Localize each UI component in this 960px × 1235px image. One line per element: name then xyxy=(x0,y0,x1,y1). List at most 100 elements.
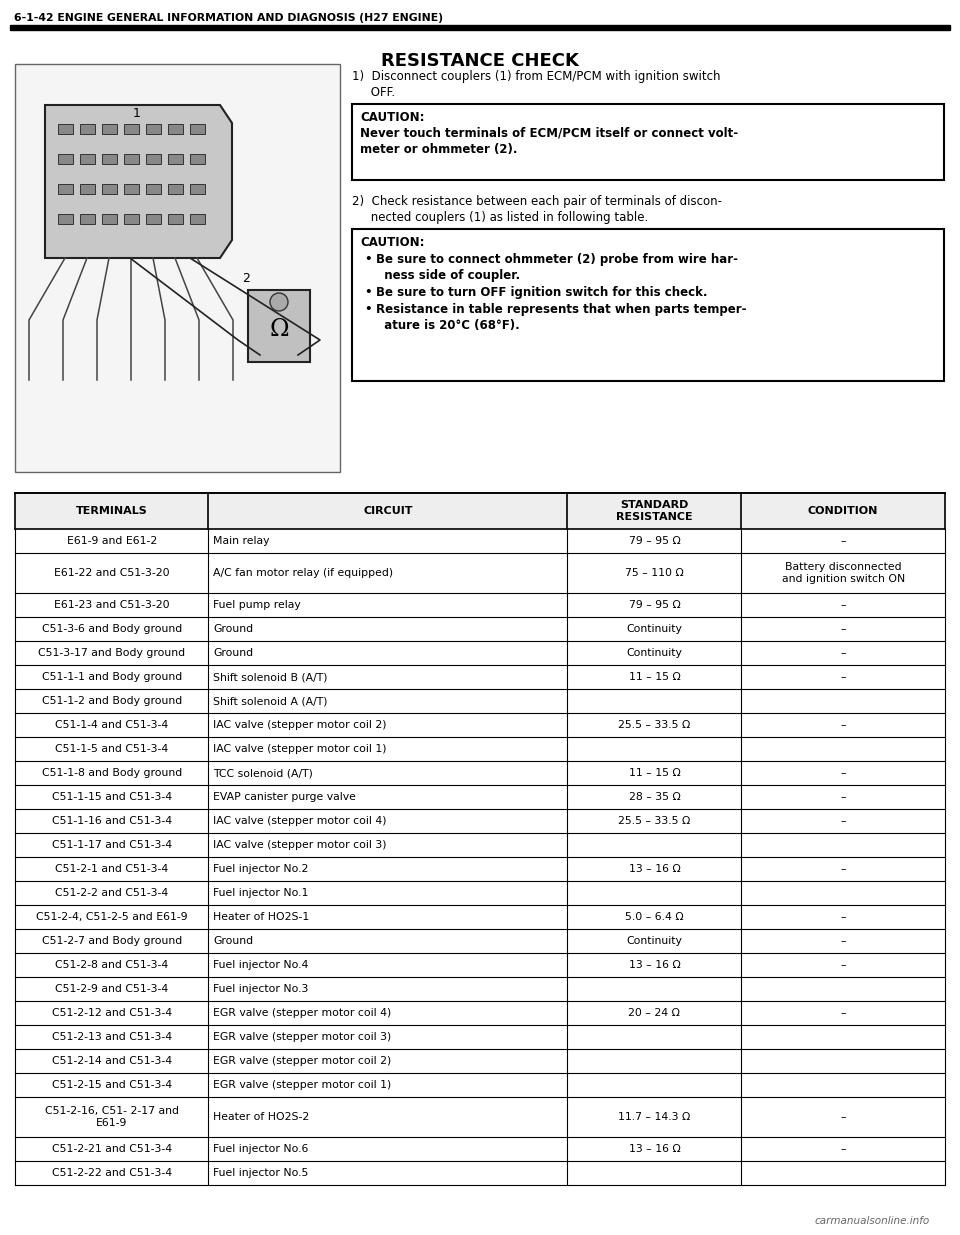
Text: C51-1-17 and C51-3-4: C51-1-17 and C51-3-4 xyxy=(52,840,172,850)
Text: •: • xyxy=(364,253,372,266)
Text: Shift solenoid B (A/T): Shift solenoid B (A/T) xyxy=(213,672,328,682)
Text: Fuel injector No.1: Fuel injector No.1 xyxy=(213,888,309,898)
Text: C51-2-13 and C51-3-4: C51-2-13 and C51-3-4 xyxy=(52,1032,172,1042)
Text: Ground: Ground xyxy=(213,624,253,634)
Text: Ground: Ground xyxy=(213,648,253,658)
Bar xyxy=(15,553,945,593)
Bar xyxy=(146,154,161,164)
Text: Fuel pump relay: Fuel pump relay xyxy=(213,600,301,610)
Text: Heater of HO2S-2: Heater of HO2S-2 xyxy=(213,1112,310,1123)
Bar xyxy=(15,809,945,832)
Text: C51-2-22 and C51-3-4: C51-2-22 and C51-3-4 xyxy=(52,1168,172,1178)
Bar xyxy=(58,124,73,135)
Text: 11 – 15 Ω: 11 – 15 Ω xyxy=(629,768,681,778)
Text: –: – xyxy=(840,960,846,969)
Text: EVAP canister purge valve: EVAP canister purge valve xyxy=(213,792,356,802)
Text: C51-1-4 and C51-3-4: C51-1-4 and C51-3-4 xyxy=(55,720,168,730)
Text: –: – xyxy=(840,911,846,923)
Text: CONDITION: CONDITION xyxy=(808,506,878,516)
Bar xyxy=(80,154,95,164)
Bar xyxy=(146,184,161,194)
Bar xyxy=(248,290,310,362)
Text: Main relay: Main relay xyxy=(213,536,270,546)
Text: EGR valve (stepper motor coil 2): EGR valve (stepper motor coil 2) xyxy=(213,1056,392,1066)
Bar xyxy=(15,529,945,553)
Text: C51-2-9 and C51-3-4: C51-2-9 and C51-3-4 xyxy=(55,984,168,994)
Bar xyxy=(15,1025,945,1049)
Text: C51-2-4, C51-2-5 and E61-9: C51-2-4, C51-2-5 and E61-9 xyxy=(36,911,187,923)
Text: –: – xyxy=(840,648,846,658)
Bar xyxy=(10,25,950,30)
Text: 2: 2 xyxy=(242,272,250,285)
Bar xyxy=(168,214,183,224)
Bar xyxy=(15,689,945,713)
Text: C51-1-2 and Body ground: C51-1-2 and Body ground xyxy=(41,697,181,706)
Text: –: – xyxy=(840,768,846,778)
Text: 25.5 – 33.5 Ω: 25.5 – 33.5 Ω xyxy=(618,720,690,730)
Text: 1: 1 xyxy=(133,107,141,120)
Text: C51-2-1 and C51-3-4: C51-2-1 and C51-3-4 xyxy=(55,864,168,874)
Text: –: – xyxy=(840,536,846,546)
Text: 79 – 95 Ω: 79 – 95 Ω xyxy=(629,536,681,546)
Text: 25.5 – 33.5 Ω: 25.5 – 33.5 Ω xyxy=(618,816,690,826)
Text: IAC valve (stepper motor coil 3): IAC valve (stepper motor coil 3) xyxy=(213,840,387,850)
Bar xyxy=(146,124,161,135)
Bar xyxy=(15,713,945,737)
Text: C51-2-8 and C51-3-4: C51-2-8 and C51-3-4 xyxy=(55,960,168,969)
Text: –: – xyxy=(840,1008,846,1018)
Text: –: – xyxy=(840,600,846,610)
Text: IAC valve (stepper motor coil 2): IAC valve (stepper motor coil 2) xyxy=(213,720,387,730)
Text: •: • xyxy=(364,287,372,299)
Text: –: – xyxy=(840,1144,846,1153)
Text: C51-1-16 and C51-3-4: C51-1-16 and C51-3-4 xyxy=(52,816,172,826)
Text: C51-2-2 and C51-3-4: C51-2-2 and C51-3-4 xyxy=(55,888,168,898)
Bar xyxy=(168,184,183,194)
Text: Fuel injector No.3: Fuel injector No.3 xyxy=(213,984,309,994)
Bar xyxy=(15,1002,945,1025)
Text: CAUTION:: CAUTION: xyxy=(360,111,424,124)
Text: meter or ohmmeter (2).: meter or ohmmeter (2). xyxy=(360,143,517,156)
Bar xyxy=(190,214,205,224)
Bar xyxy=(124,214,139,224)
Bar xyxy=(124,184,139,194)
Bar xyxy=(15,1137,945,1161)
Text: Fuel injector No.6: Fuel injector No.6 xyxy=(213,1144,309,1153)
Bar xyxy=(15,641,945,664)
Text: Continuity: Continuity xyxy=(627,936,683,946)
Text: 75 – 110 Ω: 75 – 110 Ω xyxy=(625,568,684,578)
Bar xyxy=(102,124,117,135)
Text: ness side of coupler.: ness side of coupler. xyxy=(376,269,520,282)
Bar xyxy=(80,124,95,135)
Text: Fuel injector No.4: Fuel injector No.4 xyxy=(213,960,309,969)
Bar xyxy=(15,493,945,529)
Text: E61-9 and E61-2: E61-9 and E61-2 xyxy=(66,536,156,546)
Text: 6-1-42 ENGINE GENERAL INFORMATION AND DIAGNOSIS (H27 ENGINE): 6-1-42 ENGINE GENERAL INFORMATION AND DI… xyxy=(14,14,443,23)
Text: Heater of HO2S-1: Heater of HO2S-1 xyxy=(213,911,310,923)
Bar xyxy=(15,737,945,761)
Text: 28 – 35 Ω: 28 – 35 Ω xyxy=(629,792,681,802)
Bar xyxy=(15,881,945,905)
Text: TERMINALS: TERMINALS xyxy=(76,506,148,516)
Text: carmanualsonline.info: carmanualsonline.info xyxy=(815,1216,930,1226)
Text: CIRCUIT: CIRCUIT xyxy=(363,506,413,516)
Text: Be sure to connect ohmmeter (2) probe from wire har-: Be sure to connect ohmmeter (2) probe fr… xyxy=(376,253,738,266)
Text: OFF.: OFF. xyxy=(352,86,396,99)
Bar xyxy=(15,593,945,618)
Text: C51-1-1 and Body ground: C51-1-1 and Body ground xyxy=(41,672,181,682)
Text: C51-2-16, C51- 2-17 and
E61-9: C51-2-16, C51- 2-17 and E61-9 xyxy=(45,1105,179,1129)
Text: IAC valve (stepper motor coil 1): IAC valve (stepper motor coil 1) xyxy=(213,743,387,755)
Text: –: – xyxy=(840,1112,846,1123)
Text: C51-2-7 and Body ground: C51-2-7 and Body ground xyxy=(41,936,181,946)
Text: Continuity: Continuity xyxy=(627,648,683,658)
Text: EGR valve (stepper motor coil 3): EGR valve (stepper motor coil 3) xyxy=(213,1032,392,1042)
Bar xyxy=(15,1049,945,1073)
Polygon shape xyxy=(45,105,232,258)
Bar xyxy=(15,832,945,857)
Text: Fuel injector No.5: Fuel injector No.5 xyxy=(213,1168,309,1178)
Bar xyxy=(15,64,340,472)
Text: STANDARD
RESISTANCE: STANDARD RESISTANCE xyxy=(616,500,693,522)
Text: C51-2-12 and C51-3-4: C51-2-12 and C51-3-4 xyxy=(52,1008,172,1018)
Bar xyxy=(15,761,945,785)
Text: E61-22 and C51-3-20: E61-22 and C51-3-20 xyxy=(54,568,170,578)
Text: EGR valve (stepper motor coil 4): EGR valve (stepper motor coil 4) xyxy=(213,1008,392,1018)
